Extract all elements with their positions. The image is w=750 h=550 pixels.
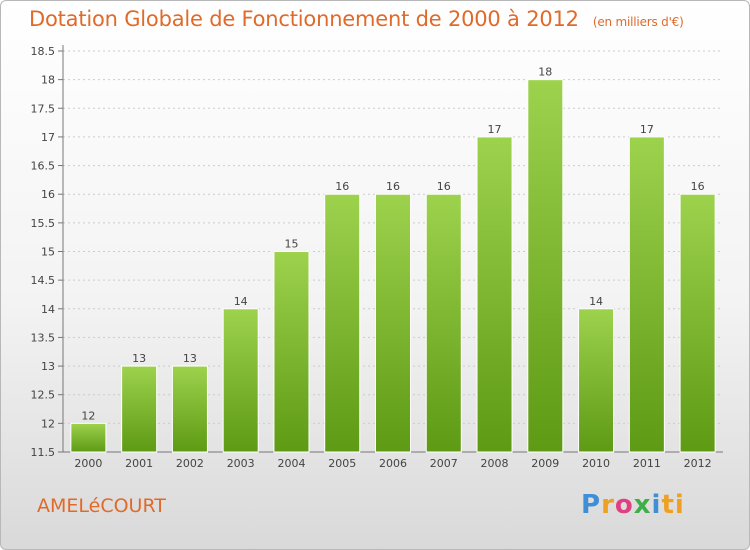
bar [679,193,716,453]
y-tick-label: 14 [41,303,55,316]
y-tick-label: 15.5 [31,217,56,230]
x-tick-label: 2005 [328,457,356,470]
bar-value-label: 13 [132,352,146,365]
y-tick-label: 17.5 [31,102,56,115]
y-tick-label: 16.5 [31,160,56,173]
bar-value-label: 14 [234,295,248,308]
x-tick-label: 2006 [379,457,407,470]
x-tick-label: 2007 [430,457,458,470]
y-tick-label: 12.5 [31,389,56,402]
bar-value-label: 12 [81,409,95,422]
proxiti-logo: Proxiti [581,490,685,520]
x-tick-label: 2001 [125,457,153,470]
bar [324,193,361,453]
logo-letter: i [651,490,662,520]
x-tick-label: 2000 [74,457,102,470]
unit-note: (en milliers d'€) [592,15,684,29]
x-tick-label: 2009 [531,457,559,470]
y-tick-label: 13 [41,360,55,373]
logo-letter: P [581,490,602,520]
bar [578,308,615,453]
bar [425,193,462,453]
x-tick-label: 2010 [582,457,610,470]
x-tick-label: 2011 [633,457,661,470]
x-tick-label: 2012 [684,457,712,470]
bars [70,79,716,453]
x-tick-label: 2004 [277,457,305,470]
x-tick-label: 2002 [176,457,204,470]
y-tick-label: 18.5 [31,45,56,58]
logo-letter: o [614,490,634,520]
x-tick-label: 2008 [481,457,509,470]
chart-title: Dotation Globale de Fonctionnement de 20… [29,7,684,31]
bar-value-label: 16 [437,180,451,193]
y-tick-label: 15 [41,246,55,259]
bar [222,308,259,453]
bar-value-label: 15 [284,238,298,251]
x-tick-label: 2003 [227,457,255,470]
bar-value-label: 13 [183,352,197,365]
logo-letter: r [601,490,615,520]
bar-value-label: 16 [386,180,400,193]
labels: 11.5 12 12.5 13 13.5 14 14.5 15 15.5 16 16.5 17 17.5… [31,45,712,470]
y-tick-label: 17 [41,131,55,144]
logo-letter: x [633,490,652,520]
town-name: AMELéCOURT [37,495,166,517]
bar-value-label: 16 [335,180,349,193]
bar [273,251,310,453]
title-text: Dotation Globale de Fonctionnement de 20… [29,7,579,31]
bar [70,422,107,453]
y-tick-label: 12 [41,417,55,430]
bar-value-label: 18 [538,66,552,79]
bar-value-label: 16 [691,180,705,193]
bar [527,79,564,453]
bar-value-label: 17 [488,123,502,136]
y-tick-label: 11.5 [31,446,56,459]
bar-value-label: 14 [589,295,603,308]
y-tick-label: 18 [41,74,55,87]
y-tick-label: 13.5 [31,331,56,344]
y-tick-label: 16 [41,188,55,201]
logo-letter: ti [661,490,685,520]
bar [121,365,158,453]
bar-value-label: 17 [640,123,654,136]
y-tick-label: 14.5 [31,274,56,287]
bar [171,365,208,453]
bar [628,136,665,453]
bar [476,136,513,453]
bar [374,193,412,453]
